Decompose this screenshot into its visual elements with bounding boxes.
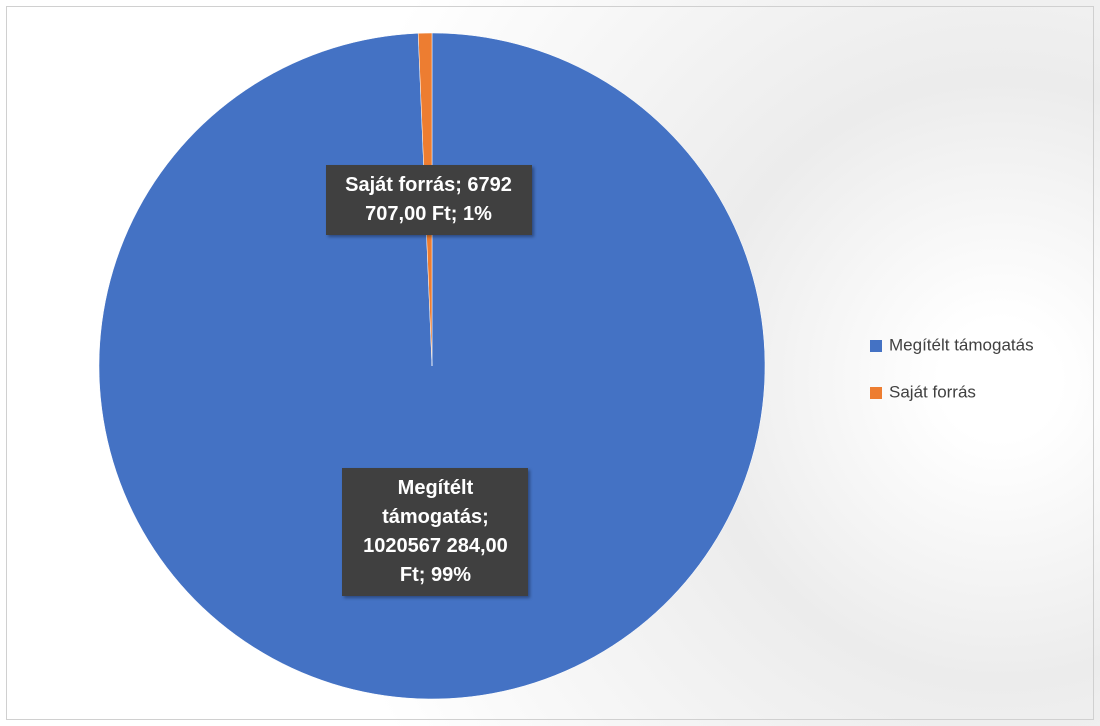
- chart-border: [6, 6, 1094, 720]
- legend-text: Saját forrás: [889, 382, 976, 401]
- legend-swatch: [870, 340, 882, 352]
- legend-swatch: [870, 387, 882, 399]
- data-label: Megítélt támogatás; 1020567 284,00 Ft; 9…: [342, 468, 529, 597]
- legend-text: Megítélt támogatás: [889, 335, 1034, 354]
- data-label: Saját forrás; 6792 707,00 Ft; 1%: [325, 164, 532, 235]
